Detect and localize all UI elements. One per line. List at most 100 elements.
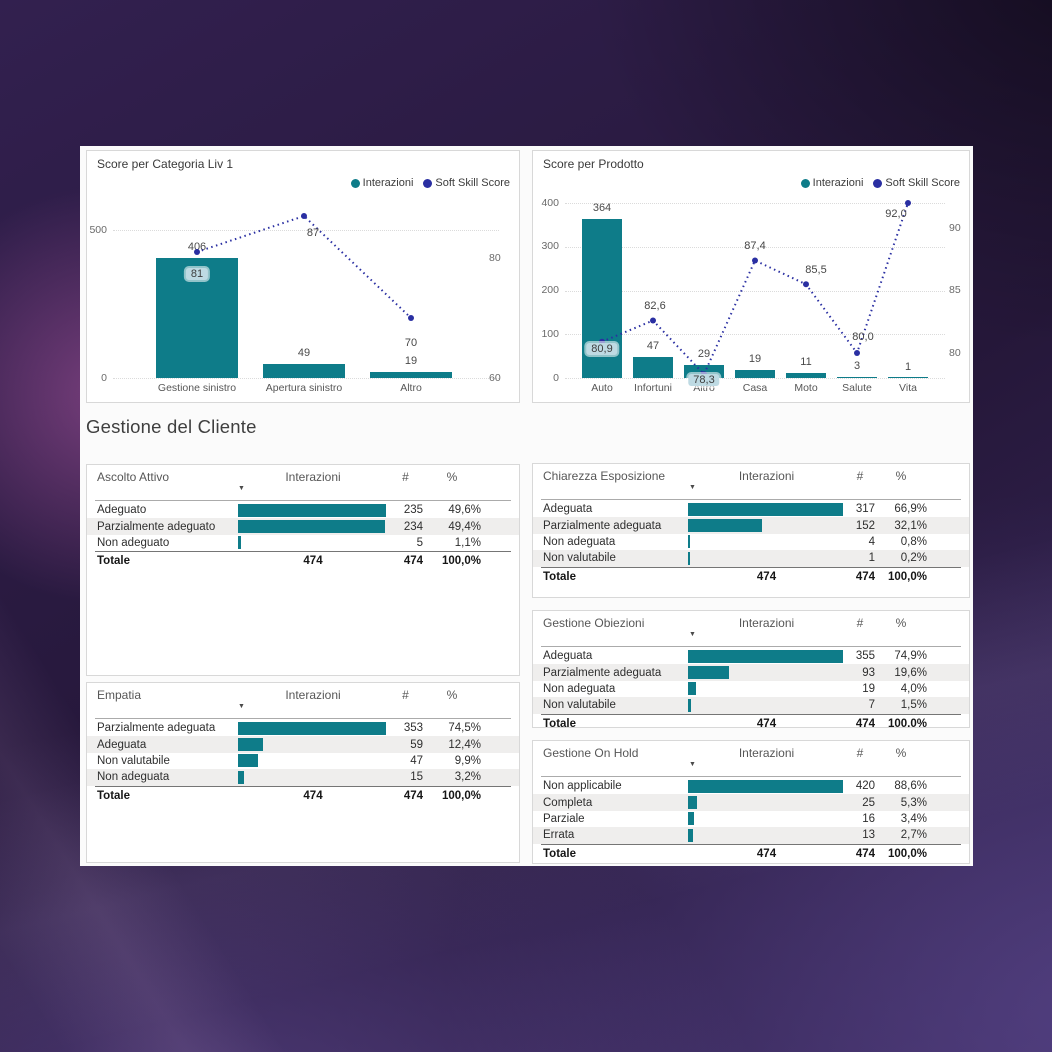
data-bar bbox=[688, 796, 698, 810]
row-label: Non adeguata bbox=[97, 771, 170, 784]
table-row[interactable]: Non valutabile 1 0,2% bbox=[533, 550, 969, 567]
legend-item-soft-skill-score[interactable]: Soft Skill Score bbox=[423, 177, 510, 189]
sort-descending-icon[interactable]: ▼ bbox=[689, 484, 696, 491]
table-row[interactable]: Parzialmente adeguato 234 49,4% bbox=[87, 518, 519, 535]
table-row[interactable]: Parzialmente adeguata 353 74,5% bbox=[87, 720, 519, 736]
table-row[interactable]: Errata 13 2,7% bbox=[533, 827, 969, 844]
column-header-interazioni[interactable]: Interazioni bbox=[738, 469, 795, 483]
line-marker bbox=[408, 315, 414, 321]
bar-vita[interactable] bbox=[888, 376, 928, 378]
table-row[interactable]: Non valutabile 47 9,9% bbox=[87, 753, 519, 769]
bar-salute[interactable] bbox=[837, 376, 877, 378]
row-percent: 3,4% bbox=[900, 812, 927, 825]
column-header-interazioni[interactable]: Interazioni bbox=[738, 616, 795, 630]
visual-table-chiarezza-esposizione[interactable]: Chiarezza Esposizione Interazioni #% ▼ Adegu… bbox=[532, 463, 970, 598]
legend-item-interazioni[interactable]: Interazioni bbox=[350, 177, 413, 189]
total-divider: Totale 474 474 100,0% bbox=[541, 713, 961, 727]
table-header-row: Gestione On Hold Interazioni #% bbox=[543, 746, 925, 760]
data-bar bbox=[238, 721, 386, 735]
column-header-count[interactable]: # bbox=[856, 746, 864, 760]
table-row[interactable]: Non adeguata 4 0,8% bbox=[533, 534, 969, 550]
column-header-interazioni[interactable]: Interazioni bbox=[738, 746, 795, 760]
row-bar-cell bbox=[688, 812, 845, 826]
header-divider bbox=[541, 499, 961, 500]
section-title: Gestione del Cliente bbox=[86, 416, 257, 437]
row-bar-cell bbox=[238, 738, 388, 752]
column-header-count[interactable]: # bbox=[402, 470, 409, 484]
total-interazioni: 474 bbox=[756, 570, 777, 583]
row-percent: 12,4% bbox=[448, 738, 481, 751]
category-axis-label: Casa bbox=[742, 382, 768, 394]
visual-table-gestione-obiezioni[interactable]: Gestione Obiezioni Interazioni #% ▼ Adeguata… bbox=[532, 610, 970, 728]
table-row[interactable]: Non adeguata 15 3,2% bbox=[87, 769, 519, 786]
column-header-percent[interactable]: % bbox=[895, 746, 907, 760]
table-row[interactable]: Parziale 16 3,4% bbox=[533, 811, 969, 827]
row-percent: 74,9% bbox=[894, 650, 927, 663]
bar-apertura-sinistro[interactable] bbox=[263, 363, 345, 378]
category-axis-label: Moto bbox=[794, 382, 818, 394]
legend-item-interazioni[interactable]: Interazioni bbox=[800, 177, 863, 189]
gridline bbox=[565, 334, 945, 336]
table-row[interactable]: Non valutabile 7 1,5% bbox=[533, 697, 969, 714]
row-percent: 49,6% bbox=[448, 504, 481, 517]
visual-score-per-prodotto[interactable]: Score per Prodotto Interazioni Soft Skill … bbox=[532, 150, 970, 403]
column-header-count[interactable]: # bbox=[856, 469, 864, 483]
table-total-row: Totale 474 474 100,0% bbox=[95, 787, 511, 805]
row-label: Parzialmente adeguato bbox=[97, 520, 216, 533]
bar-data-label: 19 bbox=[404, 355, 418, 368]
visual-table-ascolto-attivo[interactable]: Ascolto Attivo Interazioni #% ▼ Adeguato 235 4… bbox=[86, 464, 520, 676]
score-data-label-highlighted: 81 bbox=[185, 268, 209, 280]
visual-table-gestione-on-hold[interactable]: Gestione On Hold Interazioni #% ▼ Non applic… bbox=[532, 740, 970, 864]
table-row[interactable]: Adeguata 59 12,4% bbox=[87, 736, 519, 753]
table-row[interactable]: Non adeguata 19 4,0% bbox=[533, 681, 969, 697]
table-row[interactable]: Adeguata 355 74,9% bbox=[533, 648, 969, 664]
line-marker bbox=[650, 317, 656, 324]
bar-data-label: 1 bbox=[904, 360, 912, 373]
sort-descending-icon[interactable]: ▼ bbox=[238, 485, 245, 492]
row-percent: 2,7% bbox=[900, 829, 927, 842]
column-header-interazioni[interactable]: Interazioni bbox=[285, 688, 341, 702]
sort-descending-icon[interactable]: ▼ bbox=[238, 703, 245, 710]
left-axis-tick: 200 bbox=[541, 284, 559, 296]
table-row[interactable]: Non adeguato 5 1,1% bbox=[87, 535, 519, 551]
table-row[interactable]: Adeguata 317 66,9% bbox=[533, 501, 969, 517]
data-bar bbox=[238, 503, 386, 517]
column-header-interazioni[interactable]: Interazioni bbox=[285, 470, 341, 484]
column-header-percent[interactable]: % bbox=[446, 688, 458, 702]
score-data-label-highlighted: 78,3 bbox=[688, 374, 720, 387]
table-row[interactable]: Completa 25 5,3% bbox=[533, 794, 969, 811]
column-header-percent[interactable]: % bbox=[446, 470, 458, 484]
table-header-row: Ascolto Attivo Interazioni #% bbox=[97, 470, 479, 484]
bar-altro[interactable] bbox=[370, 372, 452, 378]
data-bar bbox=[688, 519, 763, 533]
row-percent: 9,9% bbox=[454, 754, 481, 767]
column-header-count[interactable]: # bbox=[856, 616, 864, 630]
left-axis-tick: 100 bbox=[541, 327, 559, 340]
row-label: Non valutabile bbox=[543, 699, 616, 712]
bar-moto[interactable] bbox=[786, 373, 826, 378]
total-divider: Totale 474 474 100,0% bbox=[95, 785, 511, 805]
bar-casa[interactable] bbox=[735, 369, 775, 378]
row-label: Non valutabile bbox=[97, 754, 170, 767]
row-count: 355 bbox=[855, 650, 875, 663]
column-header-percent[interactable]: % bbox=[895, 616, 907, 630]
gridline bbox=[565, 203, 945, 204]
interazioni-dot-icon bbox=[350, 178, 360, 188]
total-percent: 100,0% bbox=[441, 555, 481, 568]
bar-infortuni[interactable] bbox=[633, 357, 673, 378]
row-label: Non adeguata bbox=[543, 535, 616, 548]
table-row[interactable]: Non applicabile 420 88,6% bbox=[533, 778, 969, 794]
sort-descending-icon[interactable]: ▼ bbox=[689, 761, 696, 768]
visual-table-empatia[interactable]: Empatia Interazioni #% ▼ Parzialmente adegua… bbox=[86, 682, 520, 863]
column-header-count[interactable]: # bbox=[402, 688, 409, 702]
sort-descending-icon[interactable]: ▼ bbox=[689, 631, 696, 638]
table-row[interactable]: Parzialmente adeguata 93 19,6% bbox=[533, 664, 969, 681]
column-header-percent[interactable]: % bbox=[895, 469, 907, 483]
row-bar-cell bbox=[688, 551, 845, 565]
table-row[interactable]: Adeguato 235 49,6% bbox=[87, 502, 519, 518]
data-bar bbox=[238, 536, 242, 550]
table-row[interactable]: Parzialmente adeguata 152 32,1% bbox=[533, 517, 969, 534]
total-percent: 100,0% bbox=[887, 847, 927, 860]
legend-item-soft-skill-score[interactable]: Soft Skill Score bbox=[873, 177, 960, 189]
visual-score-per-categoria[interactable]: Score per Categoria Liv 1 Interazioni Soft… bbox=[86, 150, 520, 403]
